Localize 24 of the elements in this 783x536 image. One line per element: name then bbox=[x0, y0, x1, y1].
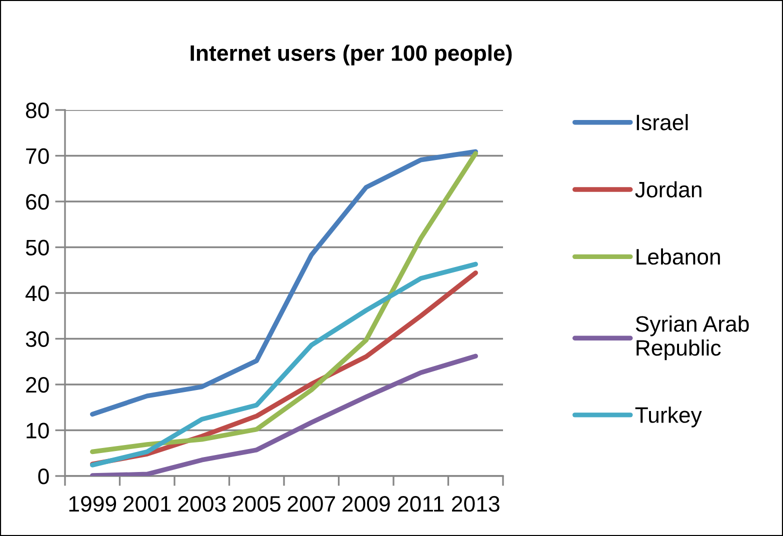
x-tick-label: 2009 bbox=[342, 496, 390, 512]
line-series bbox=[90, 354, 478, 476]
legend-label: Syrian Arab Republic bbox=[636, 316, 749, 360]
y-tick-label: 40 bbox=[26, 286, 49, 302]
x-tick-label: 2005 bbox=[233, 496, 280, 512]
y-tick-label: 10 bbox=[26, 422, 49, 439]
y-tick-label: 50 bbox=[26, 240, 49, 256]
x-tick-label: 2013 bbox=[452, 496, 500, 512]
x-tick-label: 2001 bbox=[124, 496, 171, 512]
legend-label: Lebanon bbox=[636, 248, 720, 265]
x-tick-label: 2003 bbox=[178, 496, 226, 512]
y-tick-label: 0 bbox=[38, 468, 49, 484]
y-tick-label: 60 bbox=[26, 194, 49, 210]
legend-label: Turkey bbox=[635, 406, 702, 428]
chart-title: Internet users (per 100 people) bbox=[190, 44, 512, 66]
y-tick-label: 70 bbox=[26, 148, 49, 164]
y-tick-label: 20 bbox=[26, 377, 49, 393]
y-tick-label: 80 bbox=[26, 102, 49, 118]
legend-label: Israel bbox=[636, 114, 688, 130]
x-tick-label: 1999 bbox=[69, 496, 116, 512]
y-tick-label: 30 bbox=[26, 331, 49, 348]
x-tick-label: 2007 bbox=[288, 496, 335, 512]
legend-label: Jordan bbox=[635, 181, 702, 198]
x-tick-label: 2011 bbox=[398, 496, 444, 512]
